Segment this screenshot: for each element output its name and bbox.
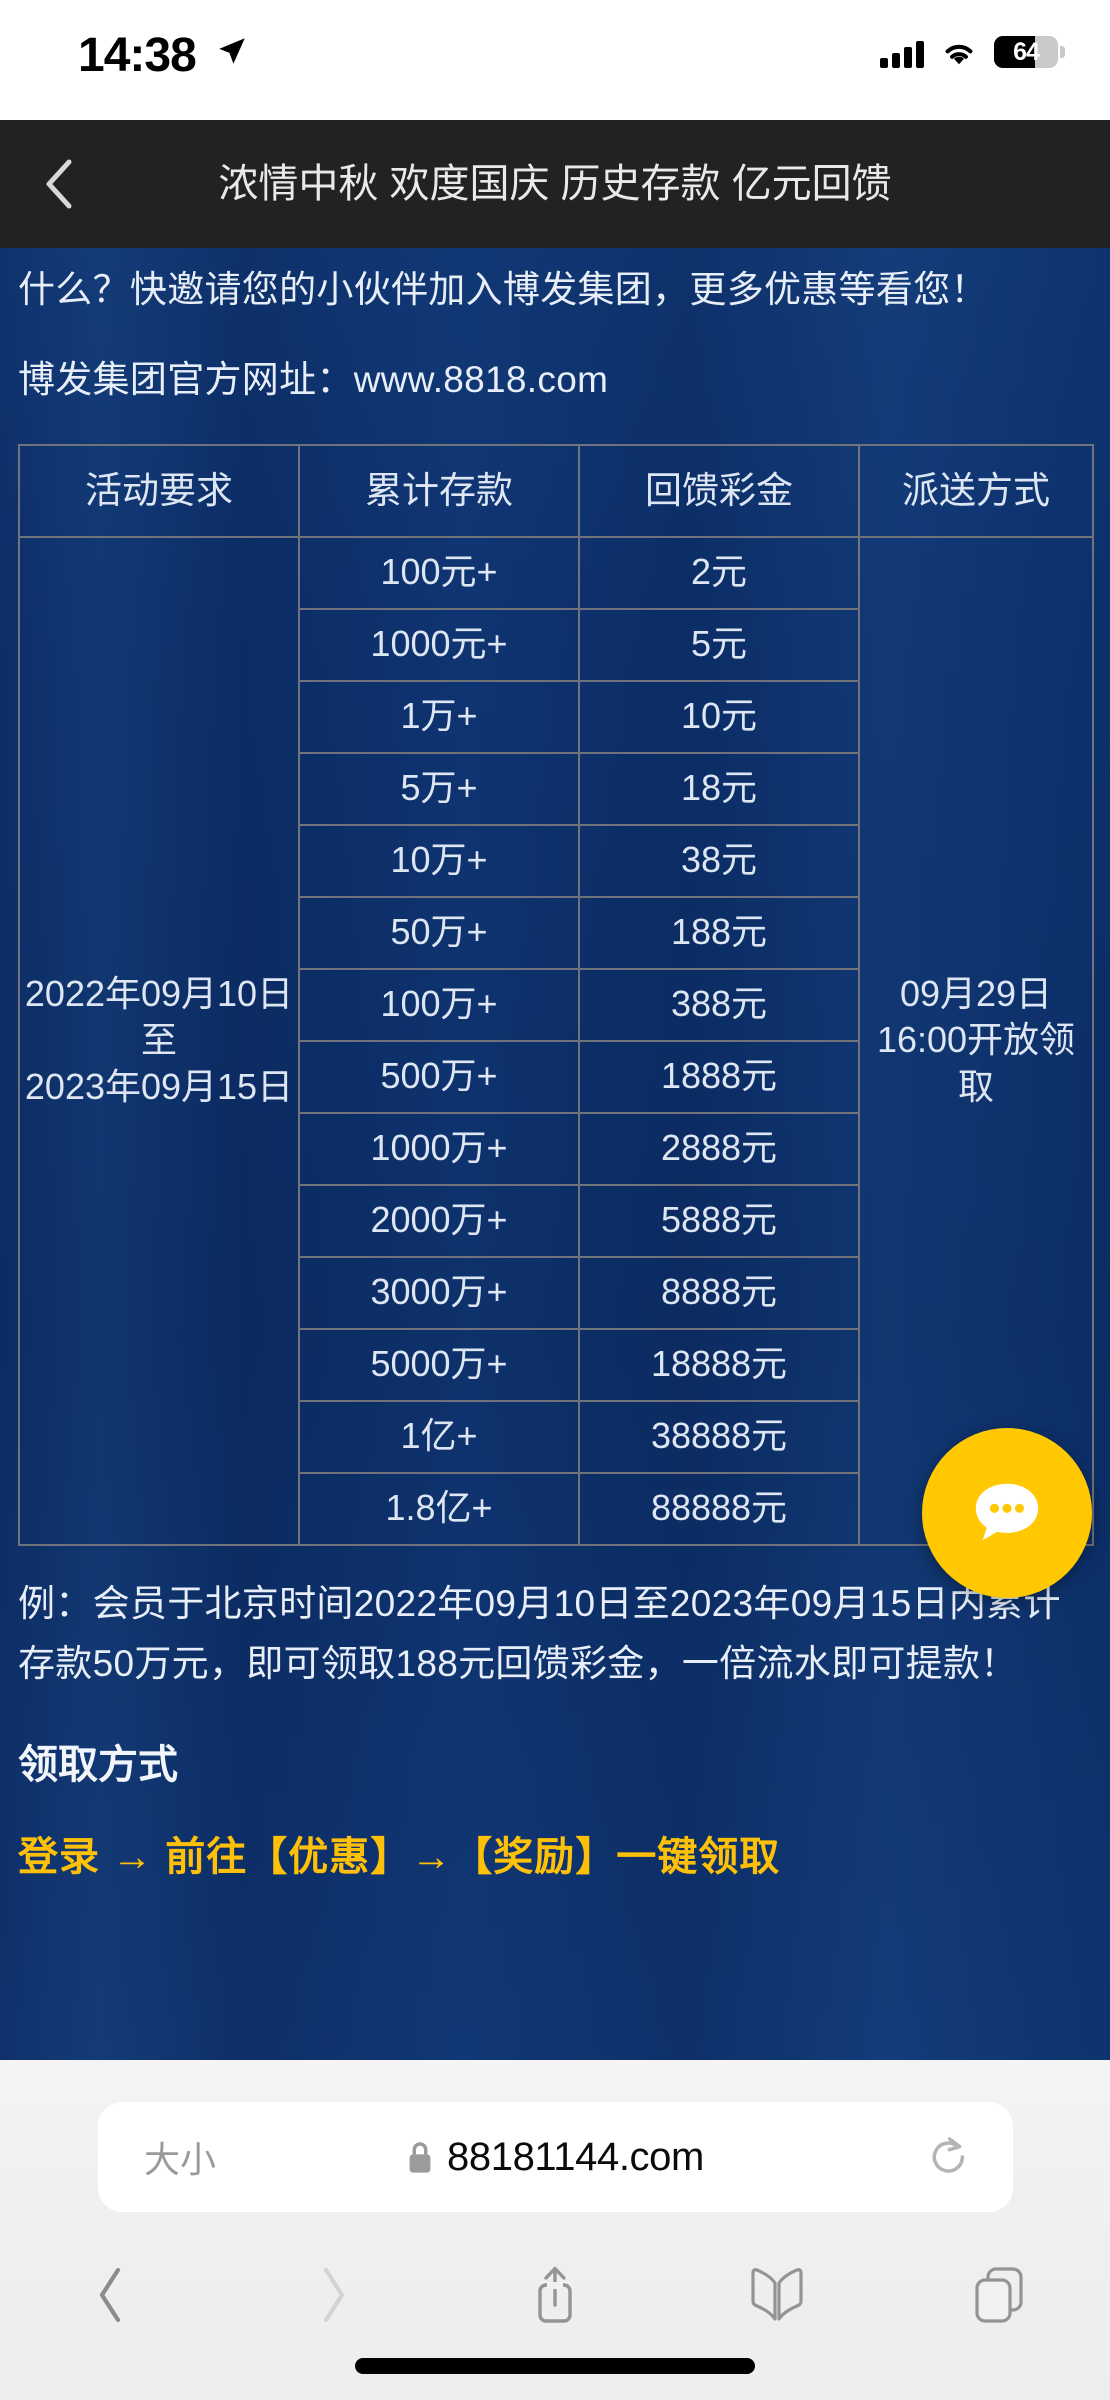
- status-bar-time: 14:38: [78, 29, 197, 82]
- claim-heading: 领取方式: [18, 1742, 178, 1787]
- cell-bonus-amount: 388元: [578, 967, 860, 1042]
- table-row: 3000万+ 8888元: [19, 1255, 1093, 1330]
- status-bar-indicators: 64: [880, 36, 1065, 68]
- table-row: 100万+ 388元: [19, 967, 1093, 1042]
- table-row: 10万+ 38元: [19, 823, 1093, 898]
- table-row: 1万+ 10元: [19, 679, 1093, 754]
- cell-bonus-amount: 38888元: [578, 1399, 860, 1474]
- share-icon: [538, 2266, 572, 2323]
- table-header-delivery: 派送方式: [858, 443, 1094, 538]
- cell-bonus-amount: 18元: [578, 751, 860, 826]
- page-size-button[interactable]: 大小: [144, 2139, 217, 2180]
- cell-bonus-amount: 1888元: [578, 1039, 860, 1114]
- cell-deposit-amount: 1万+: [298, 679, 580, 754]
- cell-deposit-amount: 1000元+: [298, 607, 580, 682]
- forward-button[interactable]: [222, 2240, 444, 2350]
- claim-steps: 登录 → 前往【优惠】→【奖励】一键领取: [18, 1834, 781, 1879]
- location-arrow-icon: [219, 38, 245, 64]
- lock-icon: [409, 2142, 431, 2173]
- wifi-icon: [945, 44, 973, 65]
- table-row: 2022年09月10日至 2023年09月15日 100元+ 2元 09月29日16:0…: [18, 535, 1094, 1546]
- cell-deposit-amount: 100万+: [298, 967, 580, 1042]
- cell-deposit-amount: 1亿+: [298, 1399, 580, 1474]
- table-row: 1000元+ 5元: [19, 607, 1093, 682]
- share-button[interactable]: [444, 2240, 666, 2350]
- table-row: 2000万+ 5888元: [19, 1183, 1093, 1258]
- cell-bonus-amount: 18888元: [578, 1327, 860, 1402]
- chat-fab-button[interactable]: [922, 1428, 1092, 1598]
- table-row: 1000万+ 2888元: [19, 1111, 1093, 1186]
- cell-bonus-amount: 38元: [578, 823, 860, 898]
- table-body: 2022年09月10日至 2023年09月15日 100元+ 2元 09月29日16:0…: [18, 535, 1094, 1546]
- table-header-requirement: 活动要求: [18, 443, 300, 538]
- tabs-icon: [975, 2267, 1023, 2323]
- tabs-button[interactable]: [888, 2240, 1110, 2350]
- cell-bonus-amount: 8888元: [578, 1255, 860, 1330]
- table-row: 5000万+ 18888元: [19, 1327, 1093, 1402]
- url-text: 88181144.com: [447, 2134, 704, 2179]
- intro-paragraph: 什么？快邀请您的小伙伴加入博发集团，更多优惠等看您！: [18, 269, 988, 310]
- app-navbar: 浓情中秋 欢度国庆 历史存款 亿元回馈: [0, 120, 1110, 248]
- bookmarks-button[interactable]: [666, 2240, 888, 2350]
- table-row: 1.8亿+ 88888元: [19, 1471, 1093, 1546]
- battery-icon: 64: [994, 36, 1065, 68]
- cell-deposit-amount: 2000万+: [298, 1183, 580, 1258]
- table-row: 1亿+ 38888元: [19, 1399, 1093, 1474]
- book-icon: [751, 2268, 803, 2321]
- chevron-right-icon: [323, 2267, 345, 2323]
- cell-activity-period: 2022年09月10日至 2023年09月15日: [18, 535, 300, 1546]
- cell-deposit-amount: 500万+: [298, 1039, 580, 1114]
- promo-table-wrapper: 活动要求 累计存款 回馈彩金 派送方式 2022年09月10日至 2023年09月…: [18, 443, 1094, 1546]
- official-site-paragraph: 博发集团官方网址：www.8818.com: [18, 358, 609, 400]
- status-bar: 14:38 64: [0, 0, 1110, 120]
- url-display: 88181144.com: [98, 2135, 1013, 2180]
- page-content: 什么？快邀请您的小伙伴加入博发集团，更多优惠等看您！ 博发集团官方网址：www.…: [0, 248, 1110, 2060]
- home-indicator: [355, 2358, 755, 2374]
- table-row: 50万+ 188元: [19, 895, 1093, 970]
- example-paragraph: 例：会员于北京时间2022年09月10日至2023年09月15日内累计存款50万…: [18, 1582, 1061, 1684]
- cellular-signal-icon: [880, 36, 924, 68]
- url-bar[interactable]: 大小 88181144.com: [98, 2102, 1013, 2212]
- cell-deposit-amount: 1.8亿+: [298, 1471, 580, 1546]
- table-row: 500万+ 1888元: [19, 1039, 1093, 1114]
- cell-deposit-amount: 3000万+: [298, 1255, 580, 1330]
- table-header-deposit: 累计存款: [298, 443, 580, 538]
- safari-toolbar: [0, 2240, 1110, 2350]
- cell-deposit-amount: 1000万+: [298, 1111, 580, 1186]
- cell-deposit-amount: 100元+: [298, 535, 580, 610]
- cell-bonus-amount: 5888元: [578, 1183, 860, 1258]
- table-header-bonus: 回馈彩金: [578, 443, 860, 538]
- cell-deposit-amount: 5万+: [298, 751, 580, 826]
- table-row: 5万+ 18元: [19, 751, 1093, 826]
- cell-delivery-method: 09月29日16:00开放领取: [858, 535, 1094, 1546]
- reload-icon[interactable]: [929, 2135, 969, 2179]
- back-button[interactable]: [0, 2240, 222, 2350]
- cell-bonus-amount: 10元: [578, 679, 860, 754]
- safari-browser-chrome: 大小 88181144.com: [0, 2060, 1110, 2400]
- cell-bonus-amount: 2元: [578, 535, 860, 610]
- chevron-left-icon: [99, 2267, 121, 2323]
- cell-bonus-amount: 2888元: [578, 1111, 860, 1186]
- cell-deposit-amount: 50万+: [298, 895, 580, 970]
- cell-bonus-amount: 88888元: [578, 1471, 860, 1546]
- cell-bonus-amount: 188元: [578, 895, 860, 970]
- chat-bubble-icon: [975, 1483, 1039, 1541]
- chevron-left-icon: [46, 159, 72, 209]
- cell-deposit-amount: 10万+: [298, 823, 580, 898]
- table-header-row: 活动要求 累计存款 回馈彩金 派送方式: [18, 443, 1094, 538]
- battery-level: 64: [1013, 37, 1040, 66]
- cell-deposit-amount: 5000万+: [298, 1327, 580, 1402]
- cell-bonus-amount: 5元: [578, 607, 860, 682]
- promo-table: 活动要求 累计存款 回馈彩金 派送方式 2022年09月10日至 2023年09月…: [18, 443, 1094, 1546]
- nav-back-button[interactable]: [28, 154, 88, 214]
- page-title: 浓情中秋 欢度国庆 历史存款 亿元回馈: [218, 161, 892, 206]
